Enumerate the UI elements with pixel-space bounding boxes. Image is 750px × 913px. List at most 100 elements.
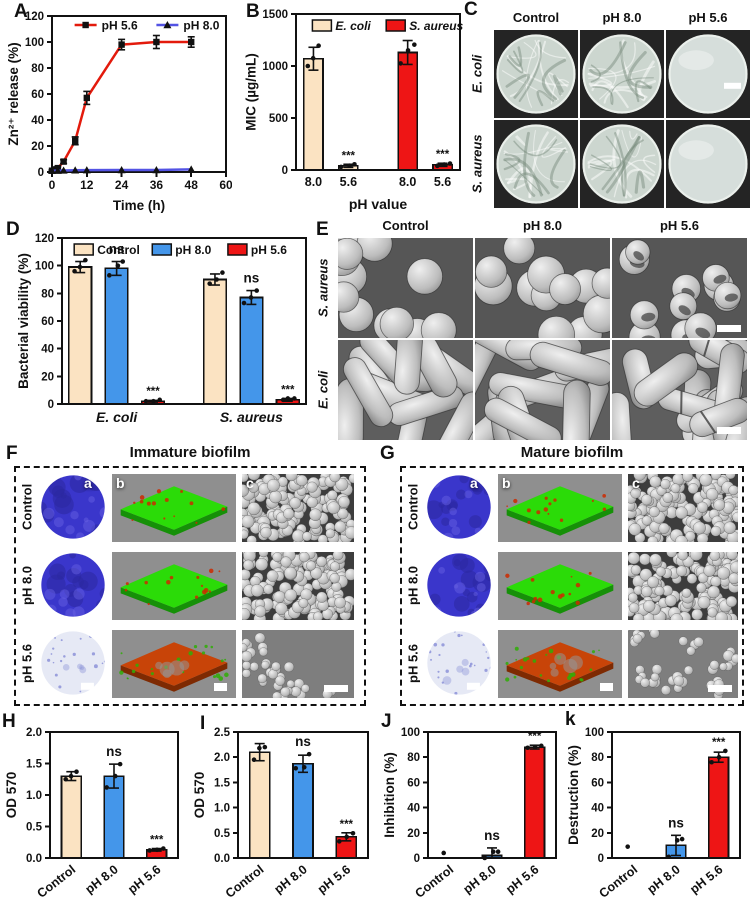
lawn-image: [580, 30, 664, 118]
micrograph-s-aureus-ph-5-6: [666, 120, 750, 208]
svg-text:2.0: 2.0: [214, 752, 230, 764]
mature-biofilm-title: Mature biofilm: [520, 444, 624, 461]
confocal-3d-biofilm: [112, 552, 236, 620]
bar-chart: 0.0 0.5 1.0 1.5 2.0 2.5 OD 570 Control pH 8.0 ns p…: [192, 727, 369, 901]
svg-text:60: 60: [591, 777, 604, 789]
sem-image: [242, 630, 354, 698]
svg-text:5.6: 5.6: [434, 175, 451, 189]
biofilm-row-label-control: Control: [19, 483, 35, 531]
row-label-s-aureus: S. aureus: [315, 258, 331, 318]
svg-text:5.6: 5.6: [340, 175, 357, 189]
cocci-image: [338, 238, 473, 338]
crystal-violet-well: [426, 552, 492, 618]
svg-text:24: 24: [115, 178, 129, 192]
well-image: [41, 553, 105, 617]
svg-text:80: 80: [407, 752, 420, 764]
svg-text:Destruction (%): Destruction (%): [566, 745, 581, 845]
sem-image: [628, 552, 738, 620]
sub-label-c: c: [632, 475, 640, 491]
confocal-3d-biofilm: [498, 630, 622, 698]
panel-h-chart: 0.0 0.5 1.0 1.5 2.0 OD 570 Control pH 8.0 ns pH 5…: [4, 712, 184, 910]
svg-text:***: ***: [712, 737, 726, 749]
svg-text:S. aureus: S. aureus: [220, 409, 283, 425]
svg-text:0: 0: [49, 178, 56, 192]
svg-text:pH 8.0: pH 8.0: [183, 19, 219, 33]
svg-text:100: 100: [401, 727, 420, 739]
panel-b-chart: 0 500 1000 1500 MIC (µg/mL) 8.0 5.6 *** 8.0 5.6 **…: [232, 2, 464, 214]
svg-text:120: 120: [35, 233, 54, 245]
svg-text:ns: ns: [295, 734, 311, 749]
row-label-e-coli: E. coli: [469, 54, 485, 94]
svg-text:8.0: 8.0: [305, 175, 322, 189]
sub-label-b: b: [502, 475, 511, 491]
svg-text:***: ***: [342, 150, 356, 162]
svg-text:60: 60: [41, 316, 54, 328]
svg-text:0.5: 0.5: [26, 822, 43, 834]
well-image: [427, 475, 491, 539]
svg-text:0.0: 0.0: [214, 853, 230, 865]
svg-text:40: 40: [31, 115, 44, 127]
svg-text:2.0: 2.0: [26, 727, 42, 739]
line-chart: 0 20 40 60 80 100 120 Zn²⁺ release (%) 0 12 24 36 48…: [6, 11, 233, 213]
svg-text:20: 20: [407, 828, 420, 840]
confocal-3d-biofilm: [112, 630, 236, 698]
biofilm-sem: [242, 552, 354, 620]
lawn-image: [494, 30, 578, 118]
panel-d-label: D: [6, 219, 20, 240]
rods-image: [475, 340, 610, 440]
svg-text:80: 80: [31, 63, 44, 75]
bar-chart: 0.0 0.5 1.0 1.5 2.0 OD 570 Control pH 8.0 ns pH 5…: [4, 727, 179, 901]
svg-text:***: ***: [150, 835, 164, 847]
micrograph-e-coli-control: [494, 30, 578, 118]
biofilm-sem: [628, 474, 738, 542]
confocal-image: [112, 474, 236, 542]
biofilm-row-label-ph-8-0: pH 8.0: [405, 565, 421, 605]
svg-text:MIC (µg/mL): MIC (µg/mL): [244, 53, 259, 131]
svg-text:60: 60: [407, 777, 420, 789]
biofilm-row-label-ph-5-6: pH 5.6: [405, 643, 421, 683]
svg-text:20: 20: [41, 371, 54, 383]
immature-biofilm-box: Control a b c pH 8.0 pH 5.6: [14, 466, 366, 706]
svg-text:Zn²⁺ release (%): Zn²⁺ release (%): [8, 42, 21, 145]
svg-text:Bacterial viability (%): Bacterial viability (%): [16, 253, 31, 389]
sem-image: [242, 474, 354, 542]
confocal-3d-biofilm: [498, 552, 622, 620]
row-label-e-coli: E. coli: [315, 370, 331, 410]
bar-chart: 0 20 40 60 80 100 Destruction (%) Control pH 8.0…: [566, 727, 741, 901]
svg-text:pH value: pH value: [349, 196, 408, 212]
biofilm-sem: [628, 552, 738, 620]
rods-image: [338, 340, 473, 440]
clear-image: [666, 30, 750, 118]
svg-text:40: 40: [591, 803, 604, 815]
bar-chart: 0 500 1000 1500 MIC (µg/mL) 8.0 5.6 *** 8.0 5.6 **…: [244, 9, 464, 212]
svg-text:***: ***: [281, 384, 295, 396]
svg-text:48: 48: [185, 178, 199, 192]
svg-text:0: 0: [414, 853, 420, 865]
row-label-s-aureus: S. aureus: [469, 134, 485, 194]
column-header-ph-8-0: pH 8.0: [602, 10, 642, 25]
micrograph-e-coli-ph-8-0: [580, 30, 664, 118]
svg-text:0: 0: [598, 853, 604, 865]
svg-text:40: 40: [41, 344, 54, 356]
svg-text:pH 5.6: pH 5.6: [125, 862, 163, 896]
panel-j-chart: 0 20 40 60 80 100 Inhibition (%) Control pH 8.0 n…: [376, 712, 562, 910]
confocal-3d-biofilm: [112, 474, 236, 542]
svg-text:1.5: 1.5: [214, 777, 231, 789]
panel-e-sem-images: Control pH 8.0 pH 5.6 S. aureus E. coli: [312, 218, 750, 444]
svg-text:80: 80: [41, 288, 54, 300]
svg-text:pH 5.6: pH 5.6: [315, 862, 353, 896]
panel-i-label: I: [200, 713, 206, 734]
column-header-control: Control: [512, 10, 560, 25]
svg-text:120: 120: [25, 11, 44, 23]
panel-k-chart: 0 20 40 60 80 100 Destruction (%) Control pH 8.0…: [560, 712, 748, 910]
svg-text:pH 5.6: pH 5.6: [687, 862, 725, 896]
lawn-image: [494, 120, 578, 208]
svg-text:pH 8.0: pH 8.0: [175, 243, 211, 257]
crystal-violet-well: [40, 474, 106, 540]
biofilm-sem: [242, 474, 354, 542]
svg-text:pH 8.0: pH 8.0: [83, 862, 121, 896]
svg-text:500: 500: [269, 113, 288, 125]
column-header-ph-5-6: pH 5.6: [688, 10, 728, 25]
panel-i-chart: 0.0 0.5 1.0 1.5 2.0 2.5 OD 570 Control pH 8.0 ns p…: [188, 712, 374, 910]
svg-text:***: ***: [340, 819, 354, 831]
